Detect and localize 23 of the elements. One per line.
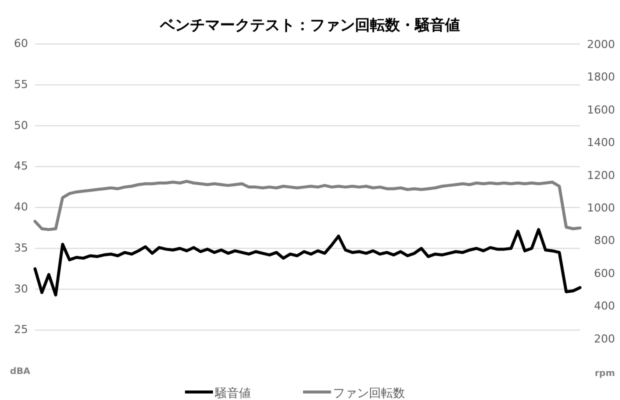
y-tick-label: 30 [14,282,28,296]
y-tick-label: 60 [14,37,28,50]
y2-tick-label: 600 [594,266,615,280]
y-tick-label: 40 [14,200,28,214]
y2-tick-label: rpm [594,369,615,379]
y2-tick-label: 200 [594,332,615,346]
y2-tick-label: 1800 [587,70,615,84]
y2-tick-label: 800 [594,234,615,248]
y-tick-label: 25 [14,323,28,336]
y2-tick-label: 1600 [587,103,615,116]
y2-tick-label: 2000 [587,38,615,51]
legend-label: 騒音値 [214,386,251,400]
y-tick-label: 50 [14,118,28,132]
chart-title: ベンチマークテスト：ファン回転数・騒音値 [159,16,460,34]
y-tick-label: 35 [14,241,28,254]
y2-tick-label: 1200 [587,168,615,182]
legend-label: ファン回転数 [333,386,405,400]
y-tick-label: 55 [14,78,28,91]
y-tick-label: 45 [14,160,28,173]
y2-tick-label: 1400 [587,136,615,150]
y-tick-label: dBA [10,367,30,377]
y2-tick-label: 1000 [587,202,615,214]
y2-tick-label: 400 [594,300,615,313]
